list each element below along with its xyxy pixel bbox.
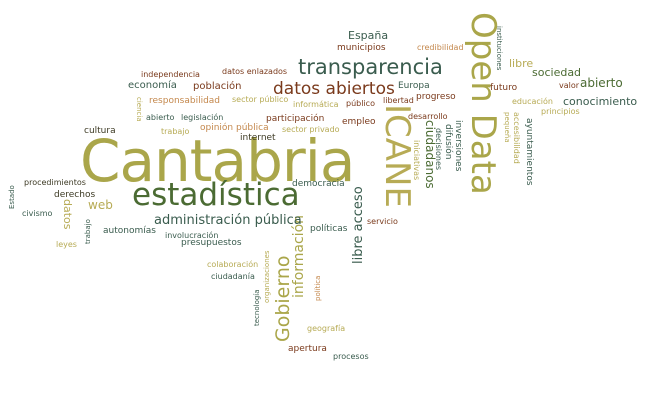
word-trabajo: trabajo — [161, 127, 190, 136]
word-internet: internet — [240, 133, 276, 143]
word-geografia: geografía — [307, 324, 346, 333]
word-progreso: progreso — [416, 92, 456, 102]
word-sector-publico: sector público — [232, 95, 289, 104]
word-colaboracion: colaboración — [207, 260, 259, 269]
word-organizaciones: organizaciones — [263, 250, 271, 303]
word-responsabilidad: responsabilidad — [149, 96, 221, 106]
word-libertad: libertad — [383, 96, 414, 105]
word-conocimiento: conocimiento — [563, 95, 638, 108]
word-datos-enlazados: datos enlazados — [222, 67, 288, 76]
word-espana: España — [348, 29, 389, 42]
word-procedimientos: procedimientos — [24, 178, 86, 187]
word-libre-acceso: libre acceso — [351, 186, 366, 264]
word-principios: principios — [541, 107, 580, 116]
word-publico: público — [346, 99, 375, 108]
word-sector-privado: sector privado — [282, 125, 340, 134]
word-servicio: servicio — [367, 217, 398, 226]
word-poblacion: población — [193, 81, 242, 92]
word-web: web — [88, 198, 113, 212]
word-transparencia: transparencia — [298, 55, 443, 79]
word-cantabria: Cantabria — [80, 127, 355, 195]
word-independencia: independencia — [141, 70, 200, 79]
word-iniciativas: iniciativas — [412, 140, 421, 181]
word-datos: datos — [61, 199, 74, 230]
word-municipios: municipios — [337, 43, 386, 53]
word-abierto: abierto — [580, 76, 623, 90]
word-apertura: apertura — [288, 344, 327, 354]
word-trabajo-vertical: trabajo — [84, 219, 92, 244]
word-ayuntamientos: ayuntamientos — [524, 118, 534, 186]
word-instituciones: instituciones — [495, 26, 503, 71]
word-cultura: cultura — [84, 126, 116, 136]
word-datos-abiertos: datos abiertos — [273, 79, 395, 99]
word-difusion: difusión — [443, 124, 453, 160]
word-politica: política — [314, 275, 322, 301]
word-involucracion: involucración — [165, 231, 219, 240]
word-credibilidad: credibilidad — [417, 43, 464, 52]
word-informatica: informática — [293, 100, 339, 109]
word-economia: economía — [128, 80, 177, 91]
word-derechos: derechos — [54, 190, 96, 200]
word-autonomias: autonomías — [103, 226, 156, 236]
word-democracia: democracia — [292, 179, 345, 189]
word-ciudadania: ciudadanía — [211, 272, 255, 281]
word-empleo: empleo — [342, 117, 376, 127]
word-opinion-publica: opinión pública — [200, 123, 269, 133]
word-inversiones: inversiones — [453, 120, 463, 172]
word-legislacion: legislación — [181, 113, 224, 122]
word-libre: libre — [509, 57, 534, 70]
word-presupuestos: presupuestos — [181, 238, 242, 248]
word-administracion-publica: administración pública — [154, 213, 302, 228]
word-abierto-small: abierto — [146, 113, 175, 122]
word-ciencia: ciencia — [135, 97, 143, 122]
word-europa: Europa — [398, 81, 430, 91]
word-accesibilidad: accesibilidad — [512, 112, 521, 164]
word-estado: Estado — [8, 185, 16, 209]
word-ciudadanos: ciudadanos — [423, 120, 437, 189]
word-leyes: leyes — [56, 240, 77, 249]
word-educacion: educación — [512, 97, 553, 106]
word-valor: valor — [559, 81, 580, 90]
word-estadistica: estadística — [132, 177, 300, 213]
word-participacion: participación — [266, 114, 325, 124]
word-tecnologia: tecnología — [253, 289, 261, 326]
word-procesos: procesos — [333, 352, 369, 361]
word-sociedad: sociedad — [532, 66, 582, 79]
word-desarrollo: desarrollo — [408, 112, 448, 121]
word-politicas: políticas — [310, 224, 348, 234]
word-civismo: civismo — [22, 209, 53, 218]
word-futuro: futuro — [490, 83, 518, 93]
word-pequena: pequeña — [503, 112, 511, 143]
